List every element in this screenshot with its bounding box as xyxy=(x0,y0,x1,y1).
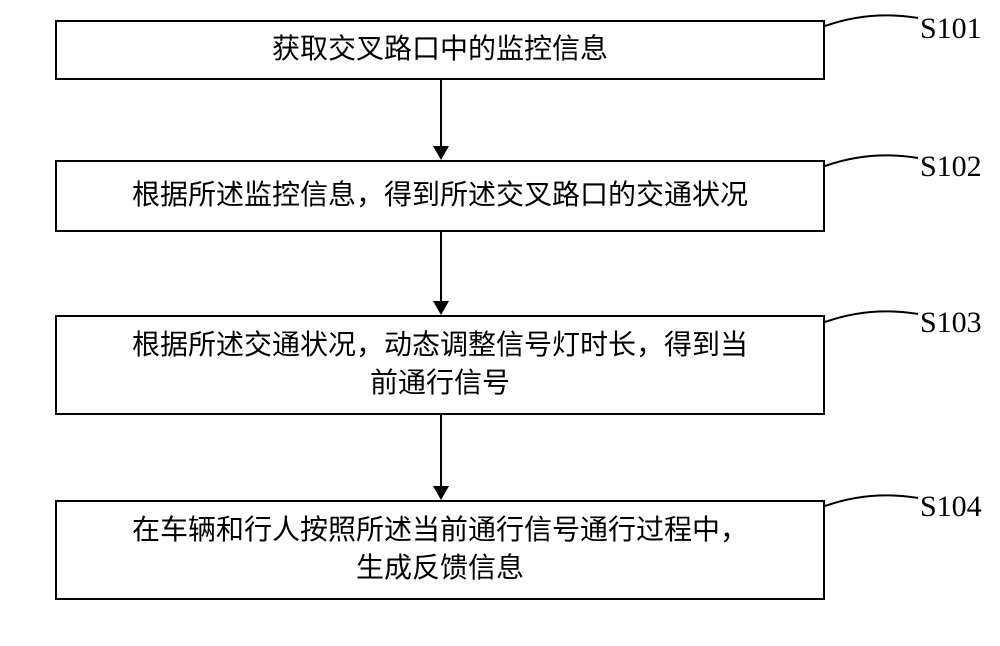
step-text-s101: 获取交叉路口中的监控信息 xyxy=(272,31,608,69)
step-text-s103: 根据所述交通状况，动态调整信号灯时长，得到当 前通行信号 xyxy=(132,327,748,403)
arrow-head-s102-s103 xyxy=(433,301,449,315)
step-label-s104: S104 xyxy=(920,490,982,524)
arrow-s103-s104 xyxy=(440,415,442,486)
step-label-s103: S103 xyxy=(920,306,982,340)
step-box-s104: 在车辆和行人按照所述当前通行信号通行过程中， 生成反馈信息 xyxy=(55,500,825,600)
step-box-s102: 根据所述监控信息，得到所述交叉路口的交通状况 xyxy=(55,160,825,232)
step-label-s101: S101 xyxy=(920,12,982,46)
step-box-s103: 根据所述交通状况，动态调整信号灯时长，得到当 前通行信号 xyxy=(55,315,825,415)
step-text-s102: 根据所述监控信息，得到所述交叉路口的交通状况 xyxy=(132,177,748,215)
arrow-head-s101-s102 xyxy=(433,146,449,160)
arrow-s101-s102 xyxy=(440,80,442,146)
step-text-s104: 在车辆和行人按照所述当前通行信号通行过程中， 生成反馈信息 xyxy=(132,512,748,588)
step-label-s102: S102 xyxy=(920,150,982,184)
arrow-head-s103-s104 xyxy=(433,486,449,500)
step-box-s101: 获取交叉路口中的监控信息 xyxy=(55,20,825,80)
arrow-s102-s103 xyxy=(440,232,442,301)
flowchart-canvas: 获取交叉路口中的监控信息 S101 根据所述监控信息，得到所述交叉路口的交通状况… xyxy=(0,0,1000,646)
